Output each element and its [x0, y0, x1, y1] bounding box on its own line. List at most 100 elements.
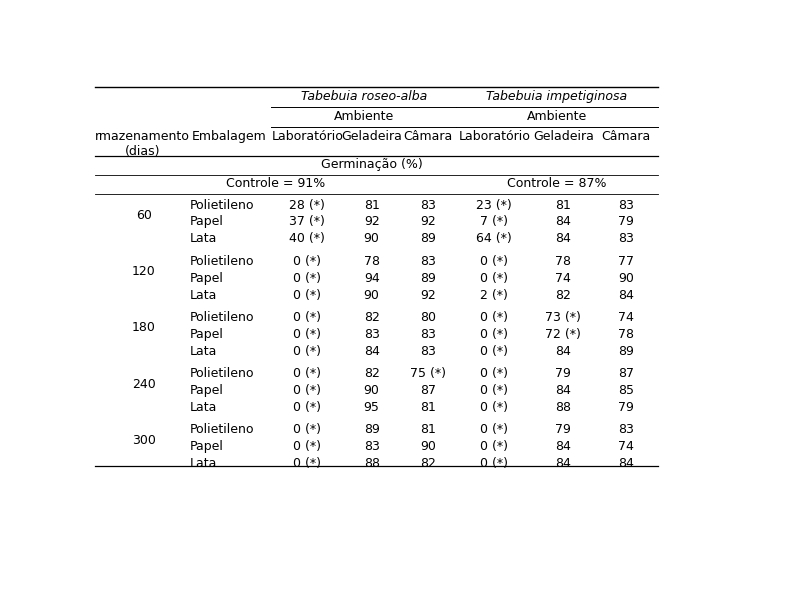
Text: 84: 84 [556, 440, 571, 453]
Text: Controle = 87%: Controle = 87% [508, 178, 607, 190]
Text: Lata: Lata [190, 289, 217, 302]
Text: 83: 83 [420, 255, 436, 268]
Text: Lata: Lata [190, 401, 217, 414]
Text: Embalagem: Embalagem [191, 130, 266, 143]
Text: 0 (*): 0 (*) [480, 457, 508, 470]
Text: 78: 78 [363, 255, 380, 268]
Text: 0 (*): 0 (*) [480, 328, 508, 341]
Text: 84: 84 [556, 345, 571, 358]
Text: Lata: Lata [190, 457, 217, 470]
Text: Geladeira: Geladeira [533, 130, 594, 143]
Text: Lata: Lata [190, 345, 217, 358]
Text: Polietileno: Polietileno [190, 423, 254, 437]
Text: 83: 83 [363, 440, 380, 453]
Text: 84: 84 [556, 215, 571, 229]
Text: 0 (*): 0 (*) [294, 423, 321, 437]
Text: 81: 81 [420, 401, 436, 414]
Text: 78: 78 [556, 255, 571, 268]
Text: 74: 74 [618, 311, 634, 324]
Text: 28 (*): 28 (*) [290, 199, 325, 212]
Text: 82: 82 [363, 367, 380, 380]
Text: 240: 240 [132, 378, 156, 390]
Text: 0 (*): 0 (*) [480, 367, 508, 380]
Text: rmazenamento
(dias): rmazenamento (dias) [95, 130, 190, 158]
Text: Polietileno: Polietileno [190, 311, 254, 324]
Text: 0 (*): 0 (*) [294, 401, 321, 414]
Text: Papel: Papel [190, 384, 223, 397]
Text: 84: 84 [556, 232, 571, 245]
Text: 0 (*): 0 (*) [480, 311, 508, 324]
Text: 90: 90 [363, 289, 380, 302]
Text: Laboratório: Laboratório [271, 130, 343, 143]
Text: 89: 89 [618, 345, 634, 358]
Text: 90: 90 [363, 384, 380, 397]
Text: 89: 89 [420, 232, 436, 245]
Text: 0 (*): 0 (*) [480, 440, 508, 453]
Text: 79: 79 [556, 367, 571, 380]
Text: Câmara: Câmara [404, 130, 453, 143]
Text: 75 (*): 75 (*) [410, 367, 446, 380]
Text: 72 (*): 72 (*) [546, 328, 581, 341]
Text: Câmara: Câmara [602, 130, 650, 143]
Text: Controle = 91%: Controle = 91% [226, 178, 325, 190]
Text: 83: 83 [420, 345, 436, 358]
Text: Tabebuia impetiginosa: Tabebuia impetiginosa [487, 90, 628, 103]
Text: 0 (*): 0 (*) [294, 311, 321, 324]
Text: 77: 77 [618, 255, 634, 268]
Text: 90: 90 [420, 440, 436, 453]
Text: 0 (*): 0 (*) [294, 384, 321, 397]
Text: Laboratório: Laboratório [458, 130, 530, 143]
Text: 74: 74 [556, 272, 571, 285]
Text: 84: 84 [618, 457, 634, 470]
Text: 0 (*): 0 (*) [294, 272, 321, 285]
Text: 90: 90 [618, 272, 634, 285]
Text: 79: 79 [618, 401, 634, 414]
Text: 80: 80 [420, 311, 436, 324]
Text: Papel: Papel [190, 215, 223, 229]
Text: Papel: Papel [190, 328, 223, 341]
Text: 90: 90 [363, 232, 380, 245]
Text: 81: 81 [420, 423, 436, 437]
Text: 88: 88 [363, 457, 380, 470]
Text: Polietileno: Polietileno [190, 255, 254, 268]
Text: 2 (*): 2 (*) [480, 289, 508, 302]
Text: 81: 81 [556, 199, 571, 212]
Text: Papel: Papel [190, 440, 223, 453]
Text: 87: 87 [618, 367, 634, 380]
Text: 82: 82 [363, 311, 380, 324]
Text: Germinação (%): Germinação (%) [321, 158, 423, 171]
Text: 0 (*): 0 (*) [480, 255, 508, 268]
Text: 7 (*): 7 (*) [480, 215, 508, 229]
Text: 0 (*): 0 (*) [480, 345, 508, 358]
Text: 89: 89 [363, 423, 380, 437]
Text: 82: 82 [420, 457, 436, 470]
Text: 84: 84 [556, 384, 571, 397]
Text: Polietileno: Polietileno [190, 367, 254, 380]
Text: 83: 83 [420, 328, 436, 341]
Text: 84: 84 [618, 289, 634, 302]
Text: 0 (*): 0 (*) [480, 401, 508, 414]
Text: 0 (*): 0 (*) [294, 440, 321, 453]
Text: 0 (*): 0 (*) [294, 367, 321, 380]
Text: 0 (*): 0 (*) [294, 289, 321, 302]
Text: Ambiente: Ambiente [527, 110, 587, 123]
Text: 0 (*): 0 (*) [480, 384, 508, 397]
Text: 92: 92 [420, 289, 436, 302]
Text: 37 (*): 37 (*) [290, 215, 325, 229]
Text: 78: 78 [618, 328, 634, 341]
Text: 83: 83 [618, 423, 634, 437]
Text: 83: 83 [618, 232, 634, 245]
Text: 83: 83 [618, 199, 634, 212]
Text: 300: 300 [132, 434, 156, 447]
Text: 0 (*): 0 (*) [294, 345, 321, 358]
Text: 74: 74 [618, 440, 634, 453]
Text: 92: 92 [364, 215, 380, 229]
Text: 23 (*): 23 (*) [476, 199, 512, 212]
Text: Geladeira: Geladeira [341, 130, 402, 143]
Text: 0 (*): 0 (*) [480, 423, 508, 437]
Text: 83: 83 [363, 328, 380, 341]
Text: 120: 120 [132, 265, 156, 278]
Text: Papel: Papel [190, 272, 223, 285]
Text: Lata: Lata [190, 232, 217, 245]
Text: 89: 89 [420, 272, 436, 285]
